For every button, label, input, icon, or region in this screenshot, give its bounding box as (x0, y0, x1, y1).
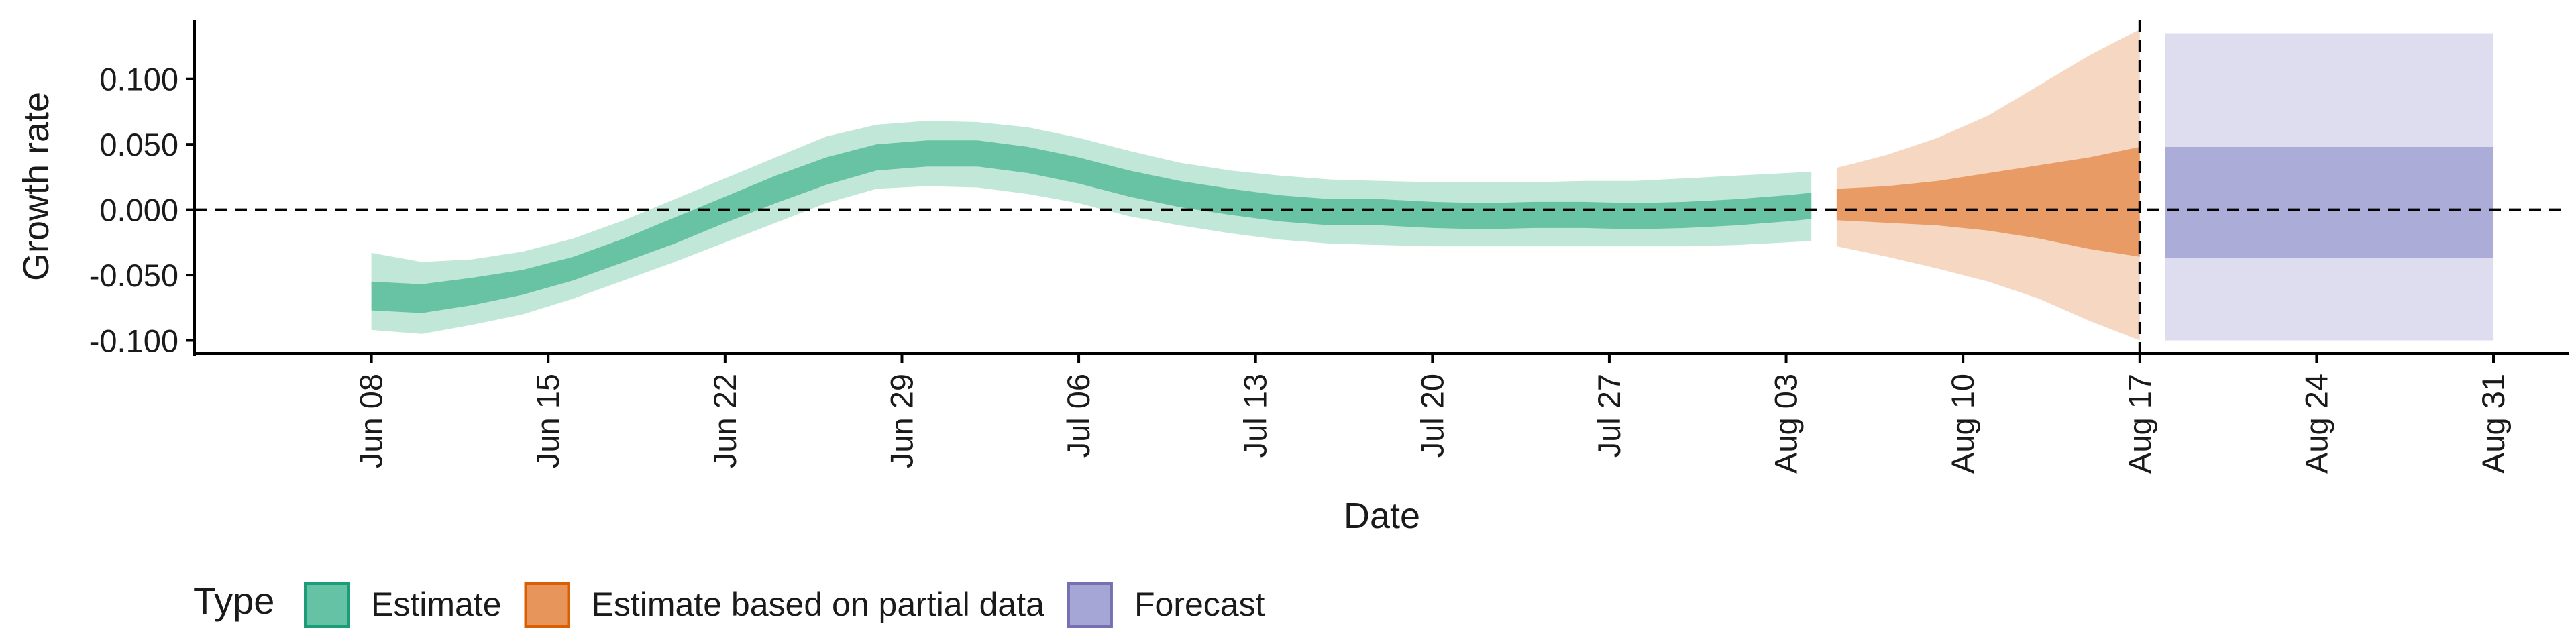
legend-label-estimate: Estimate (371, 586, 502, 623)
x-tick-label: Jun 22 (707, 374, 743, 468)
x-tick-label: Jul 06 (1061, 374, 1096, 458)
legend-swatch-estimate-based-on-partial-data (524, 582, 570, 628)
forecast-band-50 (2165, 147, 2494, 258)
axis-ticks: 0.100 0.050 0.000 -0.050 -0.100 Jun 08 Jun 15 J… (89, 62, 2511, 474)
axes (193, 20, 2569, 356)
x-axis-title: Date (1344, 496, 1420, 536)
x-tick-label: Jul 20 (1414, 374, 1450, 458)
x-tick-label: Jun 15 (530, 374, 566, 468)
x-tick-label: Aug 10 (1945, 374, 1980, 474)
legend-swatch-estimate (304, 582, 350, 628)
y-tick-label: -0.050 (89, 258, 178, 293)
legend-swatch-forecast (1067, 582, 1113, 628)
legend-title: Type (193, 580, 274, 622)
x-tick-label: Jul 27 (1591, 374, 1627, 458)
estimate-based-on-partial-data-band-50 (1836, 147, 2140, 257)
plot-area (195, 20, 2569, 354)
legend-label-forecast: Forecast (1134, 586, 1265, 623)
x-tick-label: Jul 13 (1238, 374, 1273, 458)
y-tick-label: -0.100 (89, 323, 178, 359)
x-tick-label: Aug 03 (1768, 374, 1804, 474)
estimate-band-50 (371, 140, 1812, 313)
y-tick-label: 0.050 (99, 127, 178, 162)
x-tick-label: Aug 24 (2298, 374, 2334, 474)
legend-label-estimate-based-on-partial-data: Estimate based on partial data (592, 586, 1045, 623)
y-axis-title: Growth rate (16, 92, 56, 281)
x-tick-label: Aug 17 (2122, 374, 2157, 474)
legend: Type Estimate Estimate based on partial d… (193, 580, 1265, 628)
x-tick-label: Jun 08 (354, 374, 389, 468)
y-tick-label: 0.000 (99, 193, 178, 228)
y-tick-label: 0.100 (99, 62, 178, 97)
x-tick-label: Aug 31 (2475, 374, 2511, 474)
x-tick-label: Jun 29 (883, 374, 919, 468)
